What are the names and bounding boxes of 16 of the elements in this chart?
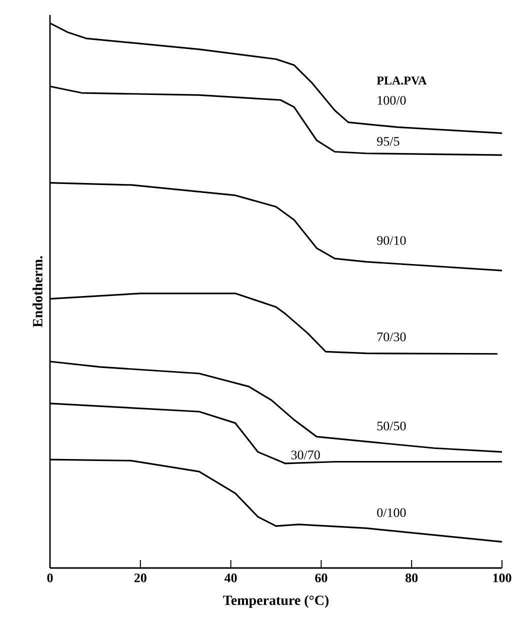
annotation: PLA.PVA: [376, 76, 427, 85]
y-axis-title: Endotherm.: [32, 256, 42, 328]
series-label: 90/10: [377, 236, 406, 245]
series-label: 95/5: [377, 137, 400, 146]
x-tick-label: 20: [134, 574, 146, 582]
x-tick-label: 0: [47, 574, 53, 582]
x-tick-label: 100: [493, 574, 512, 582]
series-label: 0/100: [377, 508, 406, 518]
series-label: 50/50: [377, 422, 406, 430]
x-axis-title: Temperature (°C): [223, 595, 329, 608]
x-tick-label: 60: [315, 574, 328, 582]
x-tick-label: 80: [406, 574, 418, 582]
series-label: 70/30: [378, 332, 406, 342]
series-label: 30/70: [291, 450, 320, 460]
x-tick-label: 40: [224, 574, 237, 582]
series-label: 100/0: [378, 96, 406, 105]
